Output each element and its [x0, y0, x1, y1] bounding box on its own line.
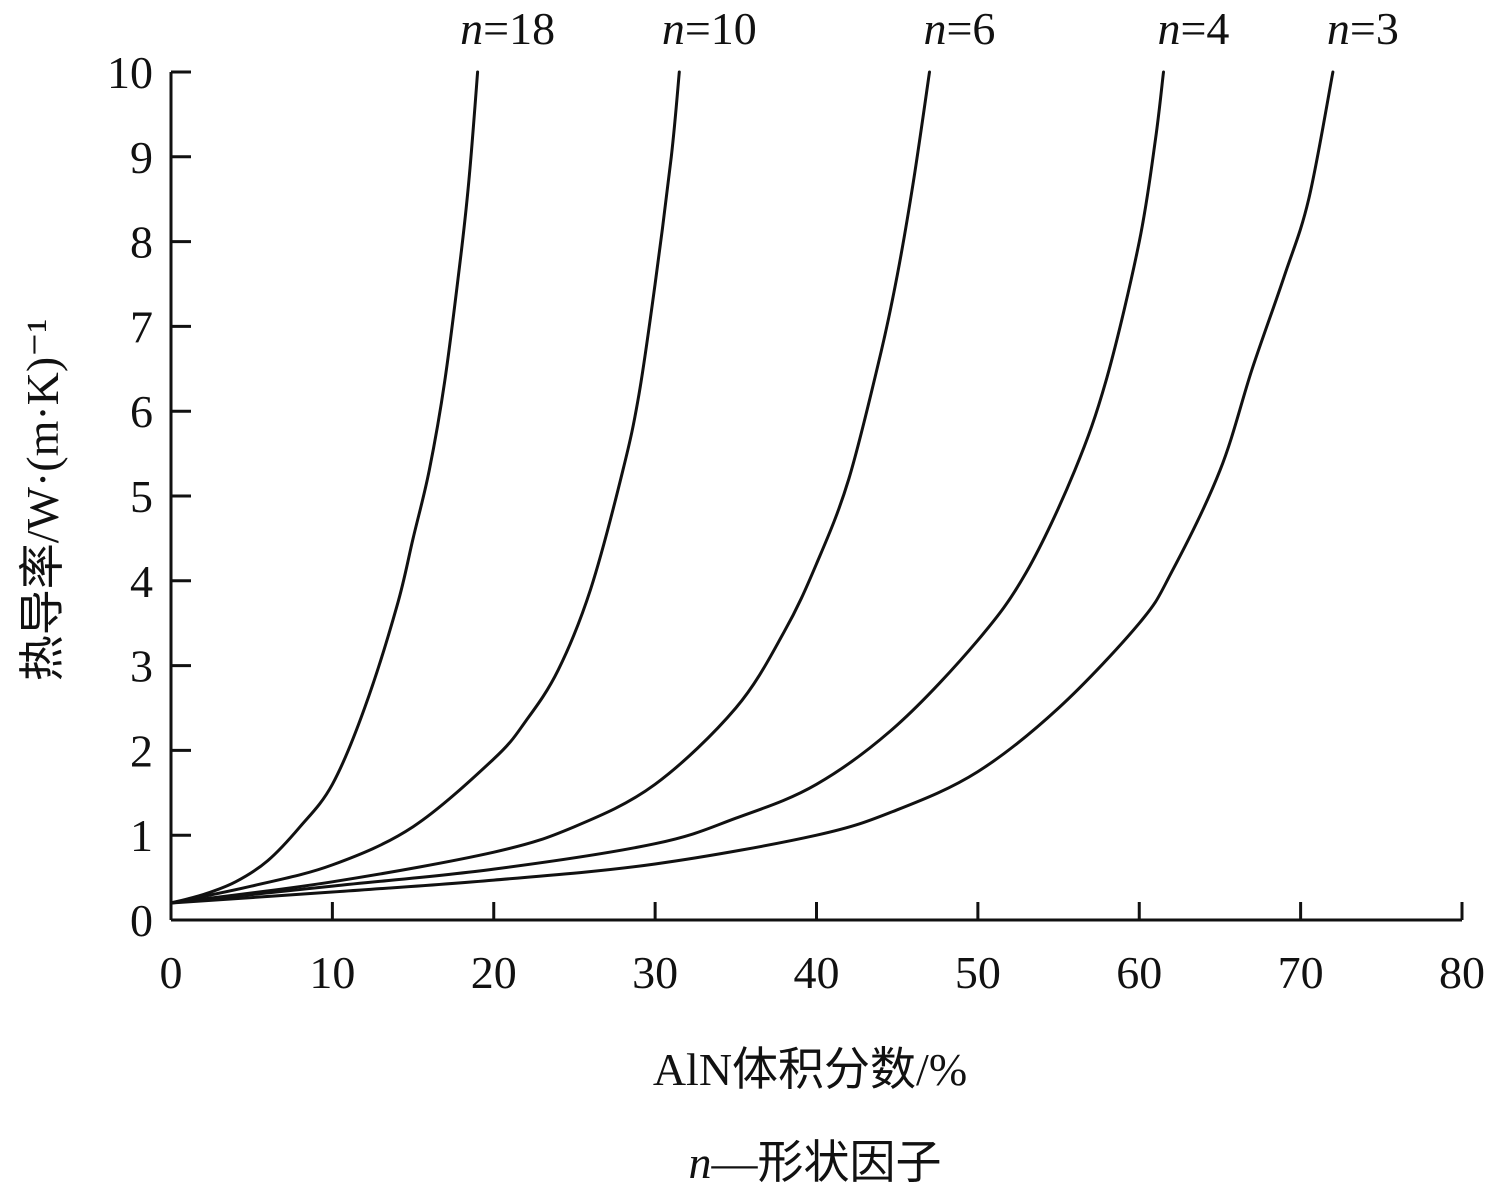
series-label-value: =6	[946, 3, 995, 54]
series-label: n=3	[1327, 3, 1399, 54]
curves	[169, 70, 1335, 905]
y-tick-label: 3	[130, 641, 153, 692]
series-line-n=3	[169, 70, 1335, 905]
series-label-variable: n	[662, 3, 685, 54]
y-tick-label: 2	[130, 725, 153, 776]
y-tick-label: 5	[130, 471, 153, 522]
axes	[169, 72, 1462, 922]
y-tick-label: 8	[130, 217, 153, 268]
series-label-variable: n	[1157, 3, 1180, 54]
x-tick-label: 60	[1116, 947, 1162, 998]
x-tick-label: 20	[471, 947, 517, 998]
x-tick-label: 70	[1278, 947, 1324, 998]
y-axis-title: 热导率/W·(m·K)⁻¹	[17, 319, 68, 682]
x-axis-title: AlN体积分数/%	[653, 1044, 967, 1095]
series-label: n=4	[1157, 3, 1229, 54]
y-tick-label: 10	[107, 47, 153, 98]
series-label: n=18	[460, 3, 555, 54]
series-line-n=18	[169, 70, 480, 905]
y-tick-label: 7	[130, 301, 153, 352]
series-label-value: =18	[483, 3, 555, 54]
caption: n—形状因子	[689, 1137, 942, 1188]
series-label: n=10	[662, 3, 757, 54]
series-label: n=6	[923, 3, 995, 54]
caption-text: —形状因子	[711, 1137, 942, 1188]
x-tick-label: 30	[632, 947, 678, 998]
series-label-variable: n	[923, 3, 946, 54]
x-tick-label: 40	[794, 947, 840, 998]
series-labels: n=18 n=10 n=6 n=4 n=3	[460, 3, 1399, 54]
series-label-variable: n	[460, 3, 483, 54]
y-tick-label: 0	[130, 895, 153, 946]
x-tick-label: 80	[1439, 947, 1485, 998]
series-label-variable: n	[1327, 3, 1350, 54]
series-line-n=4	[169, 70, 1165, 905]
y-tick-label: 1	[130, 810, 153, 861]
axis-ticks: 0 10 20 30 40 50 60 70 80 0 1 2 3 4 5 6 7 8 9 10	[107, 47, 1485, 998]
x-tick-label: 10	[309, 947, 355, 998]
y-tick-label: 4	[130, 556, 153, 607]
x-tick-label: 50	[955, 947, 1001, 998]
x-tick-label: 0	[160, 947, 183, 998]
series-line-n=6	[169, 70, 931, 905]
caption-variable: n	[689, 1137, 712, 1188]
y-tick-label: 9	[130, 132, 153, 183]
y-tick-label: 6	[130, 386, 153, 437]
series-label-value: =10	[685, 3, 757, 54]
series-label-value: =4	[1180, 3, 1229, 54]
series-line-n=10	[169, 70, 681, 905]
series-label-value: =3	[1350, 3, 1399, 54]
